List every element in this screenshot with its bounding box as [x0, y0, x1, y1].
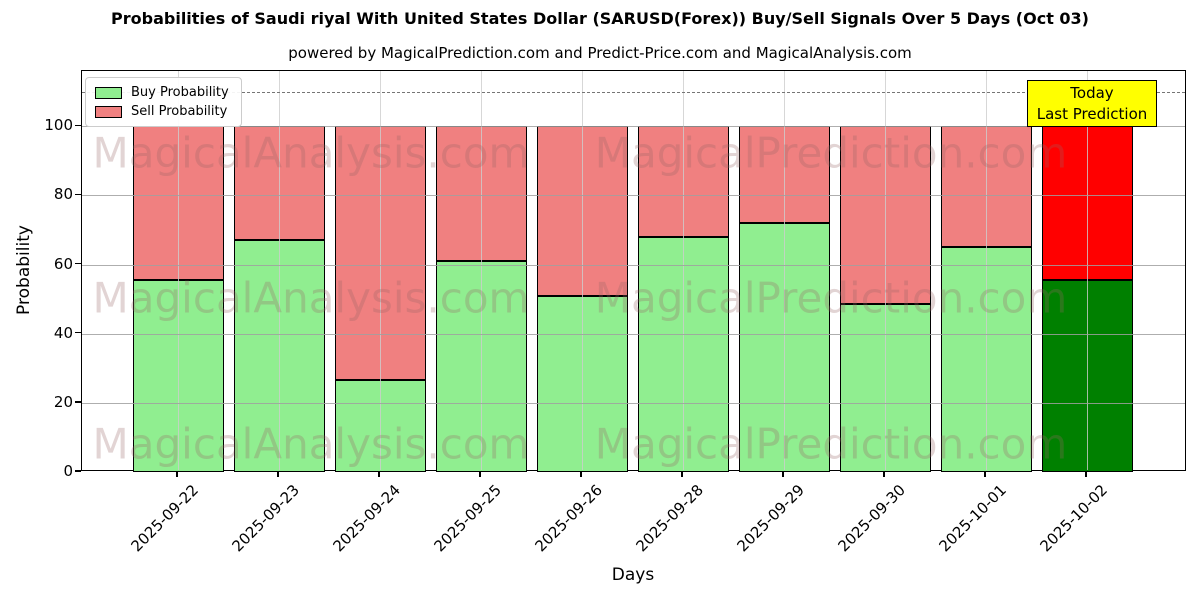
legend-label-buy: Buy Probability [131, 85, 229, 100]
y-tick-label: 100 [44, 116, 73, 135]
x-tick-label: 2025-09-22 [127, 481, 202, 556]
dashed-threshold-line [82, 91, 1185, 93]
v-gridline [380, 71, 381, 470]
y-tick-mark [75, 124, 81, 127]
x-tick-mark [176, 471, 178, 477]
plot-area: MagicalAnalysis.com MagicalPrediction.com… [81, 70, 1186, 472]
sell-color-swatch [95, 105, 122, 118]
h-gridline [82, 264, 1185, 266]
y-tick-mark [75, 401, 81, 403]
legend: Buy Probability Sell Probability [85, 77, 242, 127]
v-gridline [582, 71, 583, 470]
v-gridline [279, 71, 280, 470]
y-tick-mark [75, 193, 81, 196]
v-gridline [1087, 71, 1088, 470]
x-tick-mark [681, 471, 683, 477]
legend-item-buy: Buy Probability [95, 83, 229, 102]
v-gridline [178, 71, 179, 470]
watermark-text: MagicalPrediction.com [594, 273, 1068, 323]
x-tick-label: 2025-09-24 [329, 481, 404, 556]
x-tick-label: 2025-09-23 [228, 481, 303, 556]
h-gridline [82, 126, 1185, 128]
x-tick-label: 2025-10-02 [1036, 481, 1111, 556]
x-tick-mark [984, 471, 986, 477]
annotation-line-1: Today [1070, 83, 1114, 102]
x-tick-mark [378, 471, 380, 477]
v-gridline [885, 71, 886, 470]
h-gridline [82, 333, 1185, 335]
h-gridline [82, 195, 1185, 197]
legend-label-sell: Sell Probability [131, 104, 228, 119]
x-tick-mark [883, 471, 885, 477]
x-tick-mark [580, 471, 582, 477]
chart-subtitle: powered by MagicalPrediction.com and Pre… [288, 44, 912, 62]
watermark-text: MagicalAnalysis.com [92, 419, 530, 469]
x-axis-label: Days [611, 565, 655, 585]
today-annotation-box: Today Last Prediction [1027, 80, 1157, 127]
watermark-text: MagicalPrediction.com [594, 419, 1068, 469]
x-tick-label: 2025-09-25 [430, 481, 505, 556]
v-gridline [683, 71, 684, 470]
x-tick-mark [277, 471, 279, 477]
y-tick-label: 40 [53, 323, 73, 342]
v-gridline [784, 71, 785, 470]
h-gridline [82, 402, 1185, 404]
y-tick-mark [75, 331, 81, 334]
x-tick-label: 2025-09-28 [632, 481, 707, 556]
y-axis-label: Probability [14, 225, 34, 315]
x-tick-label: 2025-09-29 [733, 481, 808, 556]
annotation-line-2: Last Prediction [1036, 104, 1148, 123]
y-tick-mark [75, 262, 81, 265]
x-tick-mark [1085, 471, 1087, 477]
legend-item-sell: Sell Probability [95, 102, 229, 121]
x-tick-label: 2025-09-26 [531, 481, 606, 556]
watermark-text: MagicalAnalysis.com [92, 273, 530, 323]
buy-color-swatch [95, 86, 122, 99]
x-tick-label: 2025-09-30 [834, 481, 909, 556]
chart-title: Probabilities of Saudi riyal With United… [111, 9, 1089, 28]
watermark-text: MagicalPrediction.com [594, 128, 1068, 178]
y-tick-label: 0 [63, 462, 73, 480]
x-tick-mark [479, 471, 481, 477]
y-tick-label: 60 [53, 254, 73, 273]
v-gridline [986, 71, 987, 470]
v-gridline [481, 71, 482, 470]
x-tick-label: 2025-10-01 [935, 481, 1010, 556]
y-tick-label: 80 [53, 185, 73, 204]
y-tick-label: 20 [53, 392, 73, 411]
watermark-text: MagicalAnalysis.com [92, 128, 530, 178]
x-tick-mark [782, 471, 784, 477]
y-tick-mark [75, 470, 81, 472]
